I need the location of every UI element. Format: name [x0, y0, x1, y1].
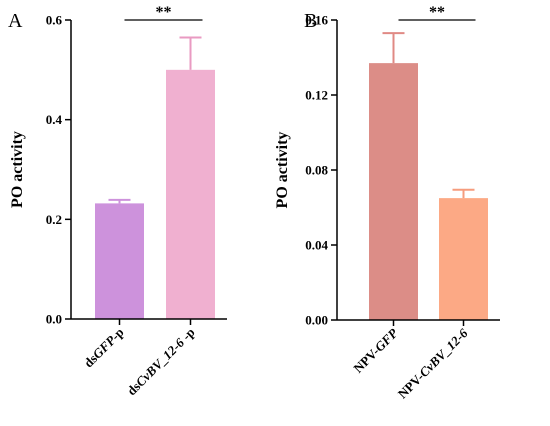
y-tick-label: 0.6 — [46, 13, 63, 28]
panel-letter: B — [304, 10, 317, 32]
label-part: CvBV_12-6 — [416, 325, 471, 380]
y-tick-label: 0.0 — [46, 312, 62, 327]
x-category-label: NPV-CvBV_12-6 — [395, 325, 471, 401]
y-tick-label: 0.12 — [305, 88, 328, 103]
chart-panel-b: B PO activity 0.00 0.04 0.08 0.12 0.16 NPV-GFPN… — [274, 4, 500, 401]
y-tick-label: 0.16 — [305, 13, 328, 28]
x-category-label: NPV-GFP — [350, 325, 401, 376]
y-tick-label: 0.00 — [305, 313, 328, 328]
chart-panel-a: A PO activity 0.0 0.2 0.4 0.6 dsGFP-pdsCvBV_12… — [8, 4, 227, 398]
label-part: CvBV_12-6 — [133, 335, 188, 390]
bar-1 — [95, 203, 144, 319]
significance-label: ** — [429, 4, 445, 21]
y-axis-title: PO activity — [274, 132, 291, 209]
significance-label: ** — [156, 4, 172, 21]
y-tick-label: 0.4 — [46, 112, 63, 127]
y-axis-title: PO activity — [9, 131, 26, 208]
panel-letter: A — [8, 10, 23, 32]
y-tick-label: 0.2 — [46, 212, 62, 227]
x-category-label: dsGFP-p — [81, 325, 127, 371]
y-tick-label: 0.08 — [305, 163, 328, 178]
x-category-label: dsCvBV_12-6 -p — [124, 325, 198, 399]
bar-2 — [439, 198, 488, 320]
y-tick-label: 0.04 — [305, 238, 328, 253]
bar-2 — [166, 69, 215, 319]
bar-1 — [369, 63, 418, 320]
